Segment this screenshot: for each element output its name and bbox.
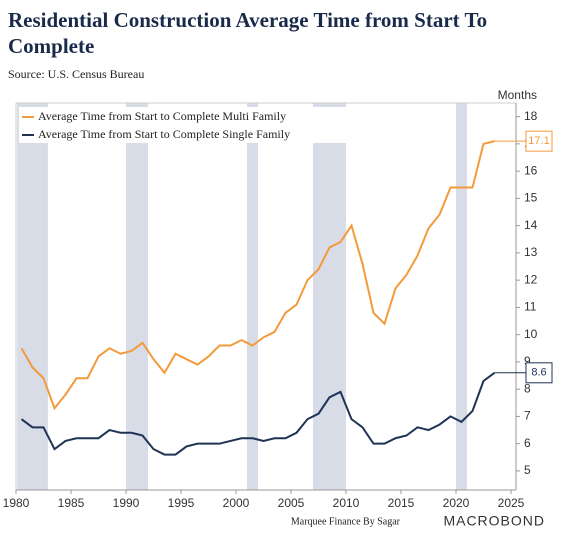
recession-band — [456, 103, 467, 490]
series-line — [20, 372, 496, 456]
x-tick-label: 1995 — [168, 496, 195, 510]
footer: Marquee Finance By Sagar — [291, 516, 401, 527]
x-tick-label: 2020 — [443, 496, 470, 510]
y-tick-label: 8 — [524, 381, 531, 395]
x-tick-label: 2000 — [223, 496, 250, 510]
x-tick-label: 2015 — [388, 496, 415, 510]
legend-box — [19, 107, 349, 143]
legend-label: Average Time from Start to Complete Sing… — [38, 127, 290, 141]
end-label: 8.6 — [531, 367, 546, 379]
y-tick-label: 13 — [524, 245, 538, 259]
y-tick-label: 6 — [524, 436, 531, 450]
y-tick-label: 18 — [524, 109, 538, 123]
chart-title: Complete — [8, 34, 94, 58]
x-tick-label: 2005 — [278, 496, 305, 510]
x-tick-label: 1990 — [113, 496, 140, 510]
y-tick-label: 15 — [524, 191, 538, 205]
y-tick-label: 16 — [524, 163, 538, 177]
subtitle: Source: U.S. Census Bureau — [8, 67, 144, 81]
x-tick-label: 2010 — [333, 496, 360, 510]
recession-band — [17, 103, 48, 490]
end-label-box — [525, 362, 553, 384]
series-line — [20, 140, 495, 411]
x-tick-label: 1980 — [3, 496, 30, 510]
axis-label: Months — [498, 88, 537, 102]
y-tick-label: 7 — [524, 409, 531, 423]
logo: MACROBOND — [443, 513, 545, 529]
recession-band — [126, 103, 148, 490]
recession-band — [247, 103, 258, 490]
y-tick-label: 10 — [524, 327, 538, 341]
end-label: 17.1 — [528, 135, 549, 147]
y-tick-label: 12 — [524, 272, 538, 286]
y-tick-label: 14 — [524, 218, 538, 232]
y-tick-label: 5 — [524, 463, 531, 477]
y-tick-label: 11 — [524, 300, 537, 314]
x-tick-label: 2025 — [498, 496, 525, 510]
legend-label: Average Time from Start to Complete Mult… — [38, 109, 286, 123]
y-tick-label: 9 — [524, 354, 531, 368]
recession-band — [313, 103, 346, 490]
x-tick-label: 1985 — [58, 496, 85, 510]
end-label-box — [525, 130, 553, 152]
chart-title: Residential Construction Average Time fr… — [8, 8, 487, 32]
